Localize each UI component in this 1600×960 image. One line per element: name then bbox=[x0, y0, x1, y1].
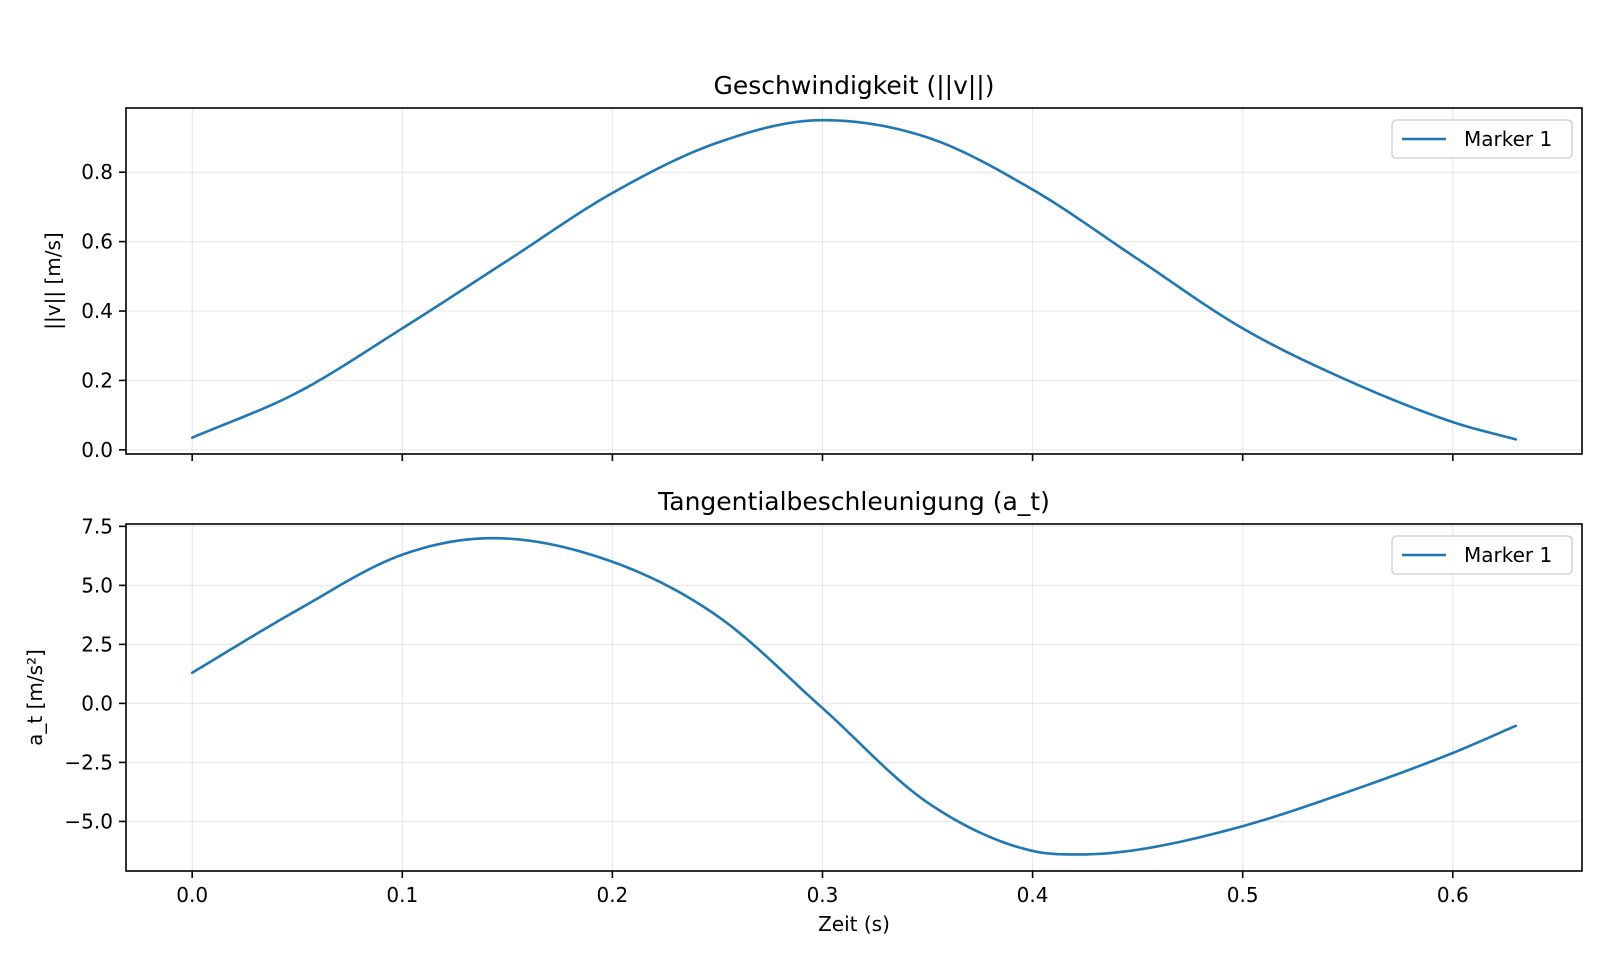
velocity-y-tick-label: 0.0 bbox=[81, 438, 113, 462]
velocity-y-axis-label: ||v|| [m/s] bbox=[41, 232, 65, 329]
acceleration-y-tick-label: 2.5 bbox=[81, 632, 113, 656]
velocity-y-tick-label: 0.4 bbox=[81, 299, 113, 323]
acceleration-legend: Marker 1 bbox=[1391, 535, 1573, 575]
acceleration-axes-frame bbox=[125, 523, 1583, 872]
acceleration-legend-label: Marker 1 bbox=[1464, 543, 1552, 567]
velocity-legend: Marker 1 bbox=[1391, 119, 1573, 159]
velocity-legend-label: Marker 1 bbox=[1464, 127, 1552, 151]
acceleration-y-axis-label: a_t [m/s²] bbox=[23, 649, 47, 746]
acceleration-chart-title: Tangentialbeschleunigung (a_t) bbox=[657, 487, 1050, 516]
velocity-y-tick-label: 0.2 bbox=[81, 368, 113, 392]
acceleration-x-tick-label: 0.4 bbox=[1017, 883, 1049, 907]
acceleration-y-tick-label: 5.0 bbox=[81, 573, 113, 597]
velocity-legend-box bbox=[1391, 119, 1573, 159]
acceleration-y-tick-label: −5.0 bbox=[64, 809, 113, 833]
acceleration-series-line bbox=[190, 536, 1518, 856]
velocity-ticks: 0.0 0.2 0.4 0.6 0.8 bbox=[81, 160, 1454, 462]
velocity-panel: 0.00.20.40.60.8 Geschwindigkeit (||v||) … bbox=[41, 71, 1583, 462]
acceleration-x-tick-label: 0.0 bbox=[176, 883, 208, 907]
acceleration-ticks: 0.0 0.1 0.2 0.3 0.4 0.5 0.6 −5.0 −2.5 0.0 2.5 5.0 7.… bbox=[64, 514, 1468, 907]
velocity-y-tick-label: 0.8 bbox=[81, 160, 113, 184]
acceleration-y-tick-label: 7.5 bbox=[81, 514, 113, 538]
acceleration-grid bbox=[126, 524, 1582, 871]
velocity-y-tick-label: 0.6 bbox=[81, 230, 113, 254]
acceleration-y-tick-label: −2.5 bbox=[64, 750, 113, 774]
acceleration-y-tick-label: 0.0 bbox=[81, 691, 113, 715]
acceleration-x-tick-label: 0.1 bbox=[386, 883, 418, 907]
acceleration-x-axis-label: Zeit (s) bbox=[818, 912, 890, 936]
acceleration-x-tick-label: 0.3 bbox=[807, 883, 839, 907]
acceleration-x-tick-label: 0.2 bbox=[596, 883, 628, 907]
velocity-grid bbox=[126, 108, 1582, 454]
velocity-chart-title: Geschwindigkeit (||v||) bbox=[714, 71, 995, 100]
acceleration-legend-box bbox=[1391, 535, 1573, 575]
velocity-series-line bbox=[190, 118, 1518, 441]
acceleration-x-tick-label: 0.6 bbox=[1437, 883, 1469, 907]
acceleration-panel: 0.0 0.1 0.2 0.3 0.4 0.5 0.6 −5.0 −2.5 0.0 2.5 5.0 7.… bbox=[23, 487, 1583, 936]
acceleration-x-tick-label: 0.5 bbox=[1227, 883, 1259, 907]
velocity-axes-frame bbox=[125, 107, 1583, 455]
